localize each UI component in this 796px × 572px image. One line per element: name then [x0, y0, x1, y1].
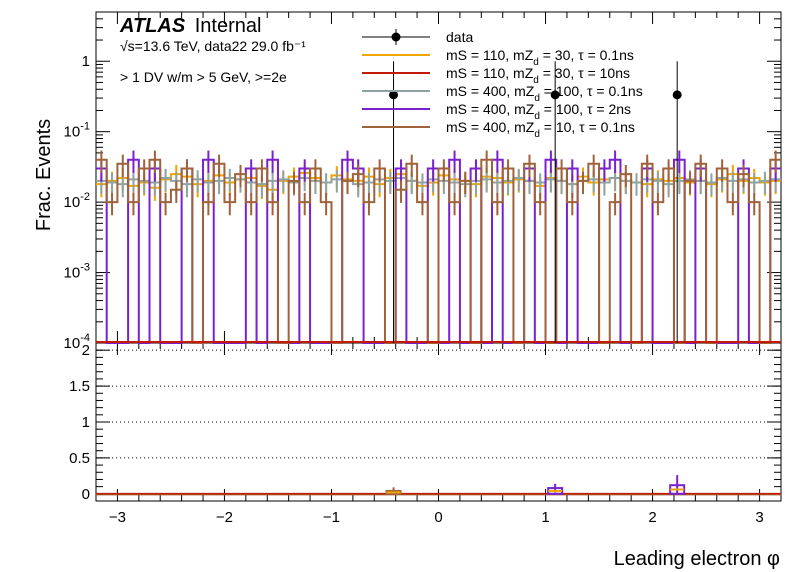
legend-label: mS = 110, mZd = 30, τ = 10ns — [446, 65, 630, 86]
ratio-plot-border — [95, 342, 782, 502]
atlas-label-bold: ATLAS — [119, 15, 186, 37]
x-tick-label: −3 — [109, 509, 126, 526]
series-line-5 — [96, 158, 781, 344]
ratio-y-tick-label: 1 — [82, 414, 90, 431]
data-point — [389, 90, 399, 100]
y-axis-title: Frac. Events — [33, 119, 55, 231]
x-tick-label: 0 — [434, 509, 442, 526]
x-axis-title: Leading electron φ — [614, 548, 780, 570]
ratio-series-layer — [96, 475, 781, 496]
y-tick-label: 10-2 — [64, 191, 90, 211]
ratio-y-tick-label: 2 — [82, 342, 90, 359]
x-tick-label: −1 — [323, 509, 340, 526]
x-tick-label: −2 — [216, 509, 233, 526]
main-series-layer — [96, 61, 781, 344]
ratio-plot-frame: −3 −2 −1 0 1 2 3 0 0.5 1 1.5 2 — [69, 342, 782, 526]
y-tick-label: 1 — [82, 53, 90, 70]
legend-marker-point — [391, 32, 401, 42]
legend-label: mS = 400, mZd = 10, τ = 0.1ns — [446, 119, 635, 140]
atlas-label: ATLAS Internal — [119, 15, 261, 37]
y-tick-label: 10-4 — [64, 332, 90, 352]
ratio-y-tick-label: 0.5 — [69, 450, 90, 467]
legend-label: mS = 400, mZd = 100, τ = 0.1ns — [446, 83, 643, 104]
data-point — [550, 90, 560, 100]
x-tick-label: 1 — [541, 509, 549, 526]
data-point — [672, 90, 682, 100]
legend-label: mS = 400, mZd = 100, τ = 2ns — [446, 101, 631, 122]
legend-label: data — [446, 29, 473, 45]
x-tick-label: 3 — [755, 509, 763, 526]
info-line-energy: √s=13.6 TeV, data22 29.0 fb⁻¹ — [120, 38, 306, 54]
y-tick-label: 10-3 — [64, 262, 90, 282]
y-tick-label: 10-1 — [64, 121, 90, 141]
info-line-selection: > 1 DV w/m > 5 GeV, >=2e — [120, 69, 287, 85]
ratio-y-tick-label: 1.5 — [69, 378, 90, 395]
legend-label: mS = 110, mZd = 30, τ = 0.1ns — [446, 47, 634, 68]
ratio-y-tick-label: 0 — [82, 486, 90, 503]
atlas-label-suffix: Internal — [195, 15, 262, 37]
x-tick-label: 2 — [648, 509, 656, 526]
